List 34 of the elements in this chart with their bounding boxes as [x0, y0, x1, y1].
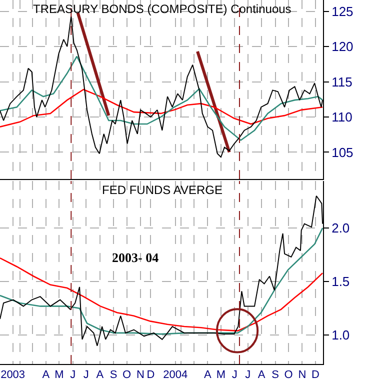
chart-title: TREASURY BONDS (COMPOSITE) Continuous	[33, 2, 292, 16]
annotation: 2003- 04	[112, 250, 160, 265]
line-series	[0, 56, 323, 141]
x-tick-label: M	[216, 369, 226, 381]
chart-title: FED FUNDS AVERGE	[102, 183, 222, 197]
y-tick-label: 2.0	[332, 220, 350, 236]
y-tick-label: 120	[332, 39, 354, 54]
x-tick-label: O	[284, 369, 294, 381]
line-series	[0, 227, 323, 335]
y-tick-label: 1.5	[332, 274, 350, 290]
x-tick-label: 2004	[163, 369, 188, 381]
x-tick-label: N	[298, 369, 306, 381]
x-tick-label: J	[70, 369, 76, 381]
y-tick-label: 125	[332, 4, 354, 19]
x-tick-label: N	[136, 369, 145, 381]
y-tick-label: 110	[332, 110, 352, 125]
x-tick-label: A	[204, 369, 212, 381]
x-tick-label: J	[83, 369, 89, 381]
y-tick-label: 105	[332, 144, 354, 160]
x-tick-label: A	[258, 369, 266, 381]
x-tick-label: S	[110, 369, 118, 381]
x-tick-label: M	[54, 369, 64, 381]
line-series	[0, 88, 323, 128]
y-tick-label: 115	[332, 74, 352, 90]
y-tick-label: 1.0	[332, 328, 350, 343]
x-tick-label: A	[42, 369, 50, 381]
x-tick-label: A	[96, 369, 104, 381]
x-tick-label: O	[122, 369, 132, 381]
x-tick-label: J	[232, 369, 238, 381]
x-tick-label: 2003	[0, 369, 26, 381]
x-tick-label: S	[272, 369, 279, 381]
x-tick-label: D	[146, 369, 155, 381]
x-tick-label: D	[312, 369, 320, 381]
x-tick-label: J	[245, 369, 251, 381]
